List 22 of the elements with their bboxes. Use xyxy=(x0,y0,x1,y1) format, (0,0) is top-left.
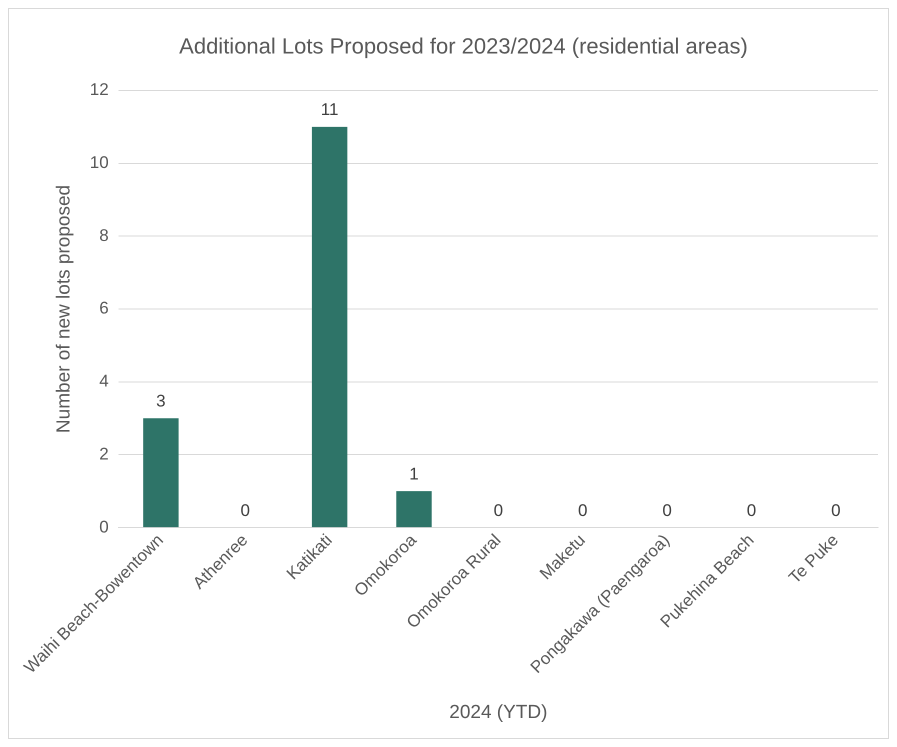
data-label: 0 xyxy=(662,500,672,520)
y-tick-label: 4 xyxy=(99,372,109,391)
data-label: 11 xyxy=(320,100,338,120)
y-axis-title: Number of new lots proposed xyxy=(54,184,75,434)
y-tick-label: 6 xyxy=(99,298,109,318)
bar xyxy=(396,491,432,528)
y-tick-label: 8 xyxy=(99,226,109,245)
y-tick-label: 2 xyxy=(99,444,109,464)
bar xyxy=(143,418,179,528)
x-axis-title: 2024 (YTD) xyxy=(449,702,548,723)
data-label: 0 xyxy=(494,500,504,520)
y-tick-label: 12 xyxy=(90,80,109,100)
bar xyxy=(312,126,348,528)
data-label: 1 xyxy=(409,464,419,484)
data-label: 0 xyxy=(240,500,250,520)
data-label: 0 xyxy=(578,500,588,520)
y-tick-label: 10 xyxy=(90,152,109,172)
data-label: 3 xyxy=(156,391,166,410)
y-tick-label: 0 xyxy=(99,517,109,536)
chart-title: Additional Lots Proposed for 2023/2024 (residential areas) xyxy=(179,33,748,58)
data-label: 0 xyxy=(746,500,756,520)
data-label: 0 xyxy=(831,500,841,520)
